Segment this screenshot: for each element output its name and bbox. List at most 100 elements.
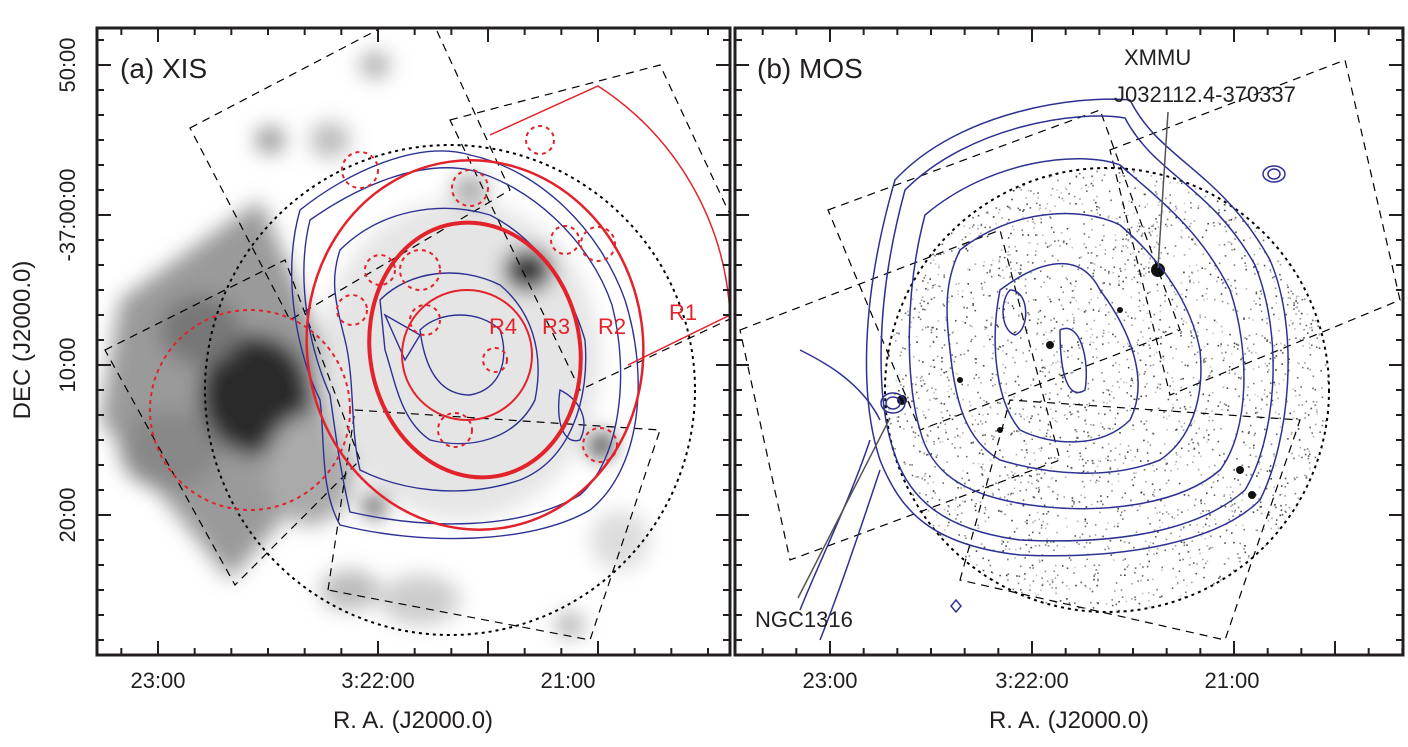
speckle <box>1068 395 1070 397</box>
speckle <box>1114 526 1116 528</box>
speckle <box>1206 230 1208 232</box>
speckle <box>978 463 980 465</box>
speckle <box>1061 388 1063 390</box>
speckle <box>1171 410 1173 412</box>
speckle <box>1134 265 1136 267</box>
speckle <box>1206 298 1208 300</box>
speckle <box>1202 394 1204 396</box>
speckle <box>931 329 933 331</box>
speckle <box>1081 274 1083 276</box>
speckle <box>1218 405 1220 407</box>
speckle <box>1082 203 1084 205</box>
speckle <box>1047 338 1049 340</box>
speckle <box>1209 525 1211 527</box>
speckle <box>1229 494 1231 496</box>
speckle <box>940 534 942 536</box>
speckle <box>1297 302 1299 304</box>
speckle <box>1198 469 1200 471</box>
speckle <box>1080 456 1082 458</box>
speckle <box>1264 528 1266 530</box>
speckle <box>922 361 924 363</box>
speckle <box>1059 245 1061 247</box>
speckle <box>1094 573 1096 575</box>
speckle <box>1060 366 1062 368</box>
speckle <box>1112 365 1114 367</box>
speckle <box>1016 465 1018 467</box>
speckle <box>1195 188 1197 190</box>
speckle <box>936 514 938 516</box>
speckle <box>1159 489 1161 491</box>
speckle <box>1093 309 1095 311</box>
speckle <box>1010 494 1012 496</box>
speckle <box>1249 399 1251 401</box>
x-tick-label: 3:22:00 <box>995 668 1068 693</box>
speckle <box>1188 450 1190 452</box>
speckle <box>1276 392 1278 394</box>
speckle <box>1076 542 1078 544</box>
speckle <box>1138 229 1140 231</box>
speckle <box>1235 288 1237 290</box>
speckle <box>1161 337 1163 339</box>
speckle <box>1072 506 1074 508</box>
speckle <box>1202 559 1204 561</box>
speckle <box>932 254 934 256</box>
speckle <box>1181 541 1183 543</box>
annotation: J032112.4-370337 <box>1114 82 1296 107</box>
speckle <box>1111 391 1113 393</box>
speckle <box>1042 584 1044 586</box>
speckle <box>1053 550 1055 552</box>
speckle <box>1119 432 1121 434</box>
speckle <box>1106 603 1108 605</box>
speckle <box>1248 350 1250 352</box>
speckle <box>1229 242 1231 244</box>
speckle <box>1041 525 1043 527</box>
speckle <box>1140 421 1142 423</box>
speckle <box>1190 557 1192 559</box>
speckle <box>935 398 937 400</box>
speckle <box>1086 506 1088 508</box>
speckle <box>975 310 977 312</box>
speckle <box>1116 604 1118 606</box>
speckle <box>1306 477 1308 479</box>
speckle <box>907 311 909 313</box>
speckle <box>1083 243 1085 245</box>
speckle <box>1280 426 1282 428</box>
speckle <box>1091 504 1093 506</box>
speckle <box>1028 481 1030 483</box>
speckle <box>1074 286 1076 288</box>
speckle <box>1159 596 1161 598</box>
speckle <box>1019 576 1021 578</box>
speckle <box>1009 548 1011 550</box>
speckle <box>1148 228 1150 230</box>
speckle <box>1122 281 1124 283</box>
speckle <box>1126 392 1128 394</box>
speckle <box>947 510 949 512</box>
y-axis-label: DEC (J2000.0) <box>9 261 36 420</box>
speckle <box>1104 269 1106 271</box>
speckle <box>900 384 902 386</box>
speckle <box>1120 540 1122 542</box>
speckle <box>955 518 957 520</box>
speckle <box>1072 497 1074 499</box>
speckle <box>917 476 919 478</box>
speckle <box>1010 233 1012 235</box>
x-tick-label: 23:00 <box>130 668 185 693</box>
speckle <box>1118 371 1120 373</box>
speckle <box>1175 210 1177 212</box>
speckle <box>956 373 958 375</box>
speckle <box>967 250 969 252</box>
speckle <box>984 326 986 328</box>
speckle <box>942 535 944 537</box>
speckle <box>977 424 979 426</box>
speckle <box>1016 262 1018 264</box>
speckle <box>1102 180 1104 182</box>
speckle <box>1135 567 1137 569</box>
speckle <box>944 509 946 511</box>
speckle <box>1235 524 1237 526</box>
speckle <box>930 262 932 264</box>
speckle <box>972 442 974 444</box>
y-tick-label: 10:00 <box>55 337 80 392</box>
speckle <box>969 269 971 271</box>
speckle <box>935 389 937 391</box>
speckle <box>1309 427 1311 429</box>
